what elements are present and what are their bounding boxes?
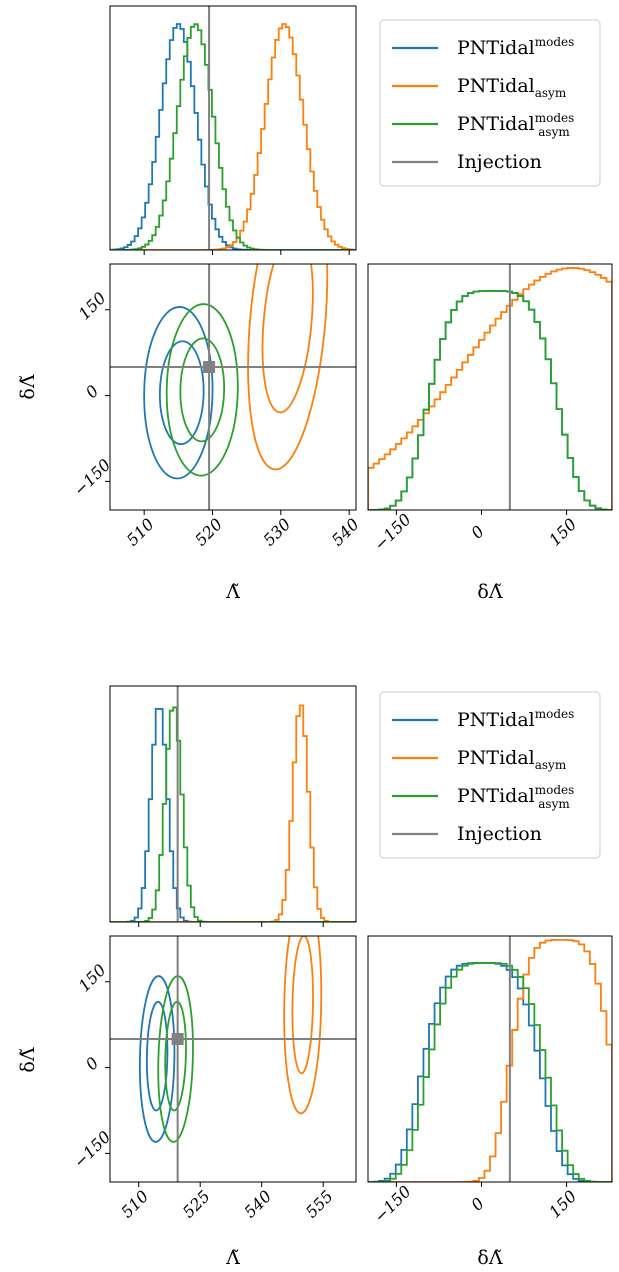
legend-frame: [379, 19, 601, 187]
x-tick-label: 525: [179, 1187, 214, 1222]
x-axis-label-lambda: Λ̃: [225, 1247, 240, 1269]
injection-marker: [203, 360, 216, 373]
contour-modes: [145, 1000, 169, 1112]
contour-modes_asym: [179, 337, 226, 443]
contour-asym: [283, 936, 323, 1115]
injection-marker: [171, 1032, 184, 1045]
contour-modes: [138, 975, 176, 1143]
lambda-histogram-modes_asym: [110, 23, 356, 250]
legend: PNTidalmodes PNTidalasym PNTidalmodes asym I…: [379, 19, 601, 187]
x-axis-label-lambda: Λ̃: [225, 581, 240, 603]
contour-asym: [261, 264, 314, 414]
contour-modes_asym: [165, 303, 239, 477]
y-tick-label: 150: [75, 960, 110, 995]
x-tick-label: 520: [191, 515, 226, 550]
lambda-histogram-modes: [110, 708, 356, 922]
y-axis-label-dlambda: δΛ̃: [17, 374, 39, 399]
lambda-marginal-histograms: [110, 6, 356, 250]
dlambda-marginal-histograms: [368, 264, 612, 510]
x-tick-label: 0: [467, 1194, 488, 1215]
joint-contours: [110, 264, 356, 510]
x-tick-label: 0: [467, 522, 488, 543]
dlambda-histogram-asym: [368, 938, 612, 1182]
joint-contours: [110, 936, 356, 1182]
legend-label: PNTidalasym: [457, 75, 567, 100]
x-axis-label-dlambda: δΛ̃: [477, 581, 502, 603]
lambda-histogram-asym: [110, 23, 356, 250]
legend-label: Injection: [457, 151, 542, 173]
y-tick-label: 0: [82, 381, 103, 402]
right-axes-frame: [367, 935, 613, 1183]
x-tick-label: 150: [545, 515, 580, 550]
legend-label: PNTidalmodes asym: [457, 783, 574, 811]
x-tick-label: 555: [302, 1187, 337, 1222]
x-tick-label: 150: [545, 1187, 580, 1222]
x-tick-label: 540: [328, 515, 363, 550]
joint-axes-frame: [109, 263, 357, 511]
legend-label: PNTidalmodes: [457, 35, 574, 59]
lambda-histogram-modes_asym: [110, 706, 356, 922]
x-tick-label: 510: [123, 515, 158, 550]
dlambda-histogram-asym: [368, 267, 612, 510]
contour-modes_asym: [157, 975, 194, 1143]
legend-label: PNTidalmodes asym: [457, 111, 574, 139]
dlambda-histogram-modes_asym: [368, 962, 612, 1182]
dlambda-histogram-modes_asym: [368, 290, 612, 510]
legend: PNTidalmodes PNTidalasym PNTidalmodes asym I…: [379, 691, 601, 859]
right-axes-frame: [367, 263, 613, 511]
lambda-marginal-histograms: [110, 686, 356, 922]
contour-modes: [158, 340, 205, 446]
legend-frame: [379, 691, 601, 859]
x-tick-label: 530: [259, 515, 294, 550]
contour-asym: [291, 936, 314, 1075]
x-axis-label-dlambda: δΛ̃: [477, 1247, 502, 1269]
contour-asym: [247, 264, 329, 471]
legend-label: PNTidalasym: [457, 747, 567, 772]
y-tick-label: 150: [75, 288, 110, 323]
y-tick-label: −150: [70, 455, 115, 500]
y-tick-label: −150: [70, 1127, 115, 1172]
joint-axes-frame: [109, 935, 357, 1183]
x-tick-label: 540: [240, 1187, 275, 1222]
x-tick-label: −150: [370, 510, 415, 555]
x-tick-label: −150: [370, 1182, 415, 1227]
lambda-histogram-asym: [110, 704, 356, 922]
top-axes-frame: [109, 5, 357, 251]
top-axes-frame: [109, 685, 357, 923]
y-axis-label-dlambda: δΛ̃: [17, 1047, 39, 1072]
dlambda-marginal-histograms: [368, 936, 612, 1182]
y-tick-label: 0: [82, 1053, 103, 1074]
x-tick-label: 510: [117, 1187, 152, 1222]
legend-label: PNTidalmodes: [457, 707, 574, 731]
contour-modes: [143, 306, 214, 480]
legend-label: Injection: [457, 823, 542, 845]
lambda-histogram-modes: [110, 23, 356, 250]
dlambda-histogram-modes: [368, 962, 612, 1182]
